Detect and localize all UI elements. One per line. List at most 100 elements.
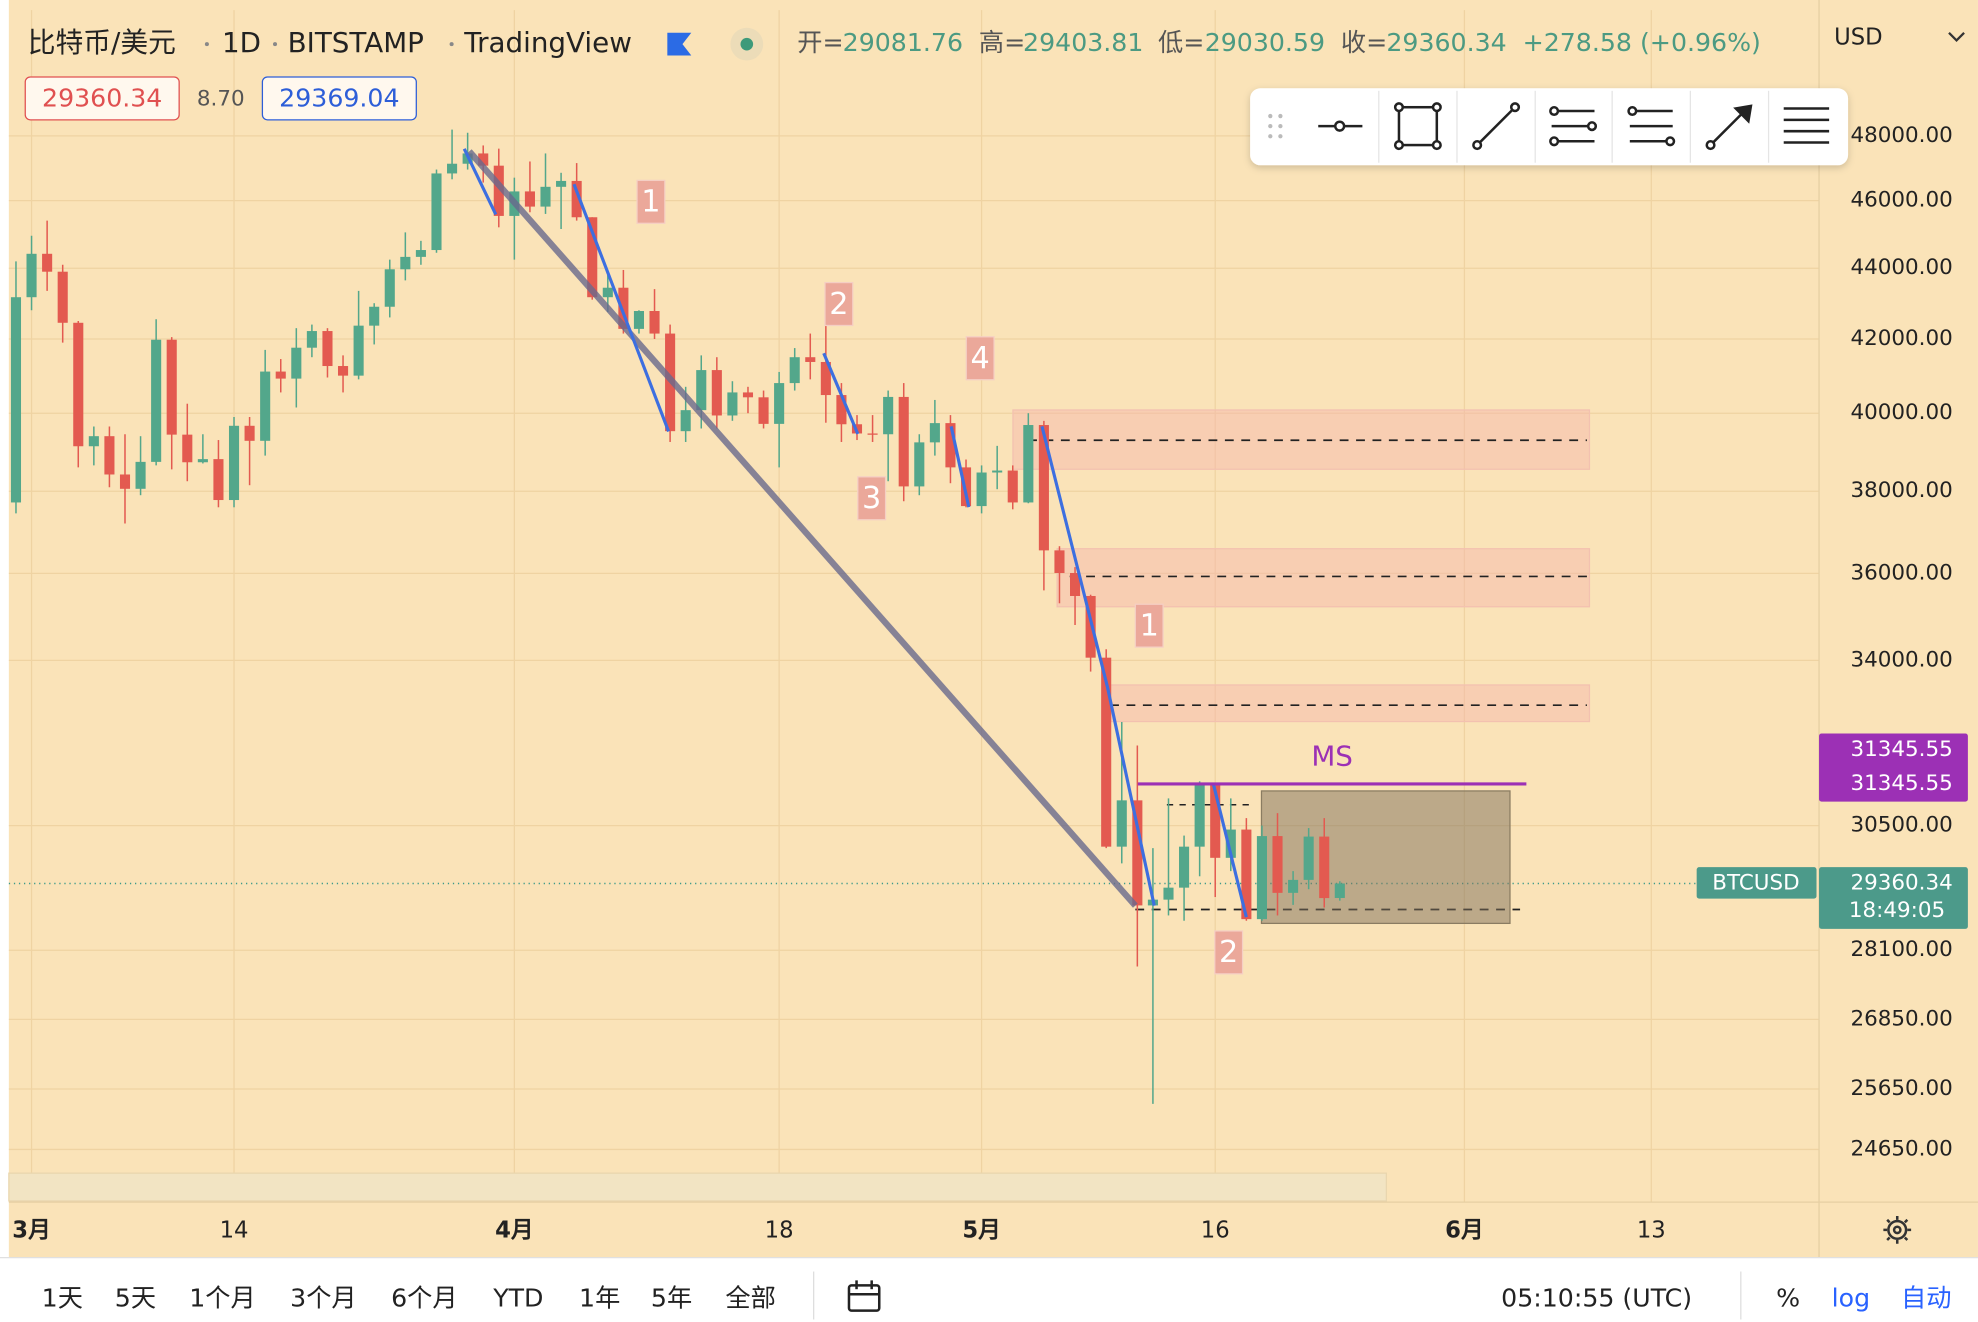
- last-price-label: 29360.34: [1850, 870, 1952, 895]
- sep: [449, 42, 454, 47]
- range-button[interactable]: 1天: [42, 1283, 83, 1312]
- candle-body: [524, 191, 535, 207]
- wave-line: [1040, 425, 1156, 907]
- status-dot: [740, 37, 754, 51]
- candle-body: [353, 325, 364, 376]
- tool-fib-channel[interactable]: [1549, 105, 1598, 147]
- candle-body: [696, 370, 707, 411]
- flag-icon[interactable]: [667, 32, 692, 56]
- wave-label-box: [1134, 603, 1164, 648]
- time-axis[interactable]: 3月 14 4月 18 5月 16 6月 13: [12, 1218, 1665, 1244]
- wave-label: 4: [971, 341, 990, 376]
- y-tick-label: 34000.00: [1850, 647, 1952, 672]
- y-tick-label: 30500.00: [1850, 813, 1952, 838]
- low-value: 29030.59: [1205, 28, 1325, 57]
- candle-body: [182, 434, 193, 463]
- candle-body: [711, 370, 722, 416]
- candle-body: [1225, 829, 1236, 858]
- candle-body: [135, 461, 146, 489]
- range-button[interactable]: YTD: [492, 1283, 543, 1312]
- wave-label-box: [965, 336, 995, 381]
- range-button[interactable]: 全部: [725, 1283, 775, 1312]
- tool-horizontal-ray[interactable]: [1318, 120, 1363, 132]
- wave-label-box: [857, 476, 887, 521]
- range-button[interactable]: 6个月: [391, 1283, 457, 1312]
- interval[interactable]: 1D: [222, 26, 261, 59]
- tool-fib-retracement[interactable]: [1627, 105, 1676, 147]
- tool-rectangle[interactable]: [1393, 102, 1442, 151]
- candle-body: [478, 153, 489, 166]
- candle-body: [306, 331, 317, 348]
- y-tick-label: 44000.00: [1850, 255, 1952, 280]
- candle-body: [73, 322, 84, 447]
- open-value: 29081.76: [843, 28, 963, 57]
- candle-body: [540, 186, 551, 207]
- range-button[interactable]: 3个月: [290, 1283, 356, 1312]
- candle-body: [1054, 550, 1065, 574]
- y-tick-label: 48000.00: [1850, 123, 1952, 148]
- candle-body: [493, 165, 504, 216]
- range-button[interactable]: 1年: [579, 1283, 620, 1312]
- header: 比特币/美元 1D BITSTAMP TradingView 开= 29081.…: [24, 26, 1761, 121]
- symbol-name: 比特币/美元: [28, 26, 176, 59]
- candle-body: [369, 306, 380, 326]
- candle-body: [898, 396, 909, 487]
- range-button[interactable]: 1个月: [189, 1283, 255, 1312]
- candle-body: [976, 472, 987, 507]
- open-label: 开=: [797, 28, 843, 57]
- candle-body: [945, 423, 956, 468]
- scrollbar[interactable]: [8, 1172, 1387, 1202]
- percent-toggle[interactable]: %: [1776, 1283, 1800, 1312]
- range-button[interactable]: 5年: [651, 1283, 692, 1312]
- close-value: 29360.34: [1386, 28, 1506, 57]
- wave-label-box: [824, 281, 854, 327]
- x-tick-label: 4月: [495, 1218, 533, 1244]
- log-toggle[interactable]: log: [1832, 1283, 1870, 1312]
- x-tick-label: 18: [765, 1218, 794, 1244]
- candle-body: [1163, 887, 1174, 900]
- candle-body: [322, 331, 333, 367]
- tool-trend-line[interactable]: [1472, 102, 1521, 151]
- candle-body: [789, 357, 800, 384]
- wave-label: 2: [1219, 935, 1238, 970]
- ask[interactable]: 29369.04: [279, 84, 399, 113]
- calendar-icon[interactable]: [847, 1280, 881, 1312]
- change: +278.58 (+0.96%): [1523, 28, 1761, 57]
- candle-body: [836, 395, 847, 425]
- wave-line: [949, 426, 971, 508]
- ask-box[interactable]: [261, 76, 417, 121]
- bid[interactable]: 29360.34: [42, 84, 162, 113]
- tool-more[interactable]: [1783, 107, 1830, 144]
- x-tick-label: 5月: [962, 1218, 1000, 1244]
- drag-handle[interactable]: [1268, 113, 1283, 139]
- toolbar-separators: [1378, 90, 1770, 163]
- price-axis[interactable]: 48000.00 46000.00 44000.00 42000.00 40000.00…: [1696, 123, 1968, 1162]
- candle-body: [1319, 836, 1330, 899]
- level-label: 31345.55: [1850, 771, 1952, 796]
- y-tick-label: 46000.00: [1850, 188, 1952, 213]
- tool-arrow[interactable]: [1705, 104, 1753, 151]
- candle-body: [197, 459, 208, 463]
- bid-box[interactable]: [24, 76, 180, 121]
- currency-chevron[interactable]: [1948, 31, 1965, 42]
- y-tick-label: 26850.00: [1850, 1006, 1952, 1031]
- trend-lines: [462, 148, 1248, 918]
- candle-body: [213, 459, 224, 501]
- annotations: MS 1 2 4 3 1 2: [636, 179, 1527, 975]
- clock[interactable]: 05:10:55 (UTC): [1501, 1283, 1692, 1312]
- auto-toggle[interactable]: 自动: [1901, 1283, 1951, 1312]
- candle-body: [1194, 785, 1205, 847]
- settings-icon[interactable]: [1883, 1216, 1912, 1244]
- candle-body: [602, 287, 613, 298]
- high-value: 29403.81: [1023, 28, 1143, 57]
- wave-label: 2: [829, 287, 848, 322]
- candle-body: [151, 339, 162, 462]
- candle-body: [649, 311, 660, 334]
- range-button[interactable]: 5天: [115, 1283, 156, 1312]
- exchange: BITSTAMP: [288, 26, 424, 59]
- candle-body: [447, 163, 458, 174]
- currency[interactable]: USD: [1834, 24, 1882, 50]
- candle-body: [1132, 800, 1143, 906]
- drawings: [1012, 409, 1591, 925]
- candle-body: [1116, 800, 1127, 847]
